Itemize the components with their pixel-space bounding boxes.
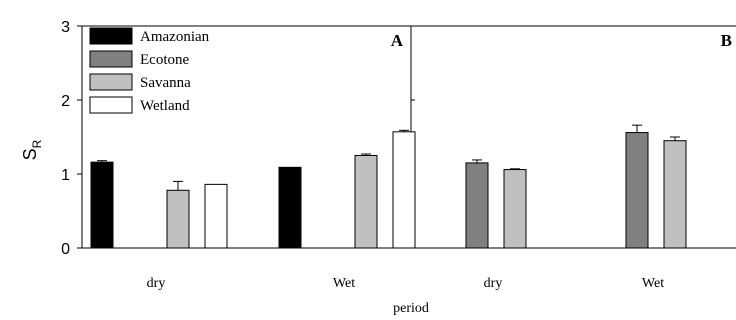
y-axis-label-main: S <box>20 148 40 160</box>
x-axis-label: period <box>393 301 429 316</box>
legend: Amazonian Ecotone Savanna Wetland <box>89 27 210 114</box>
bar <box>278 166 302 249</box>
bars <box>90 124 687 249</box>
legend-label: Savanna <box>140 75 191 91</box>
bar <box>90 161 114 249</box>
y-tick-label: 3 <box>61 19 70 36</box>
bar <box>465 162 489 249</box>
y-tick-label: 2 <box>61 93 70 110</box>
bar <box>625 132 649 249</box>
y-axis-label-sub: R <box>30 139 44 148</box>
legend-swatch <box>89 27 133 45</box>
x-tick-label: Wet <box>333 276 355 291</box>
legend-label: Wetland <box>140 98 190 114</box>
y-tick-label: 0 <box>61 241 70 258</box>
x-tick-label: dry <box>147 276 166 291</box>
bar <box>392 131 416 249</box>
legend-swatch <box>89 50 133 68</box>
legend-label: Amazonian <box>140 29 210 45</box>
x-tick-label: dry <box>484 276 503 291</box>
x-tick-label: Wet <box>642 276 664 291</box>
legend-label: Ecotone <box>140 52 189 68</box>
panel-label: A <box>391 31 404 50</box>
panel-label: B <box>721 31 732 50</box>
y-tick-label: 1 <box>61 167 70 184</box>
y-axis-label: SR <box>20 139 44 160</box>
legend-swatch <box>89 96 133 114</box>
bar <box>354 155 378 249</box>
bar <box>663 140 687 249</box>
bar <box>166 189 190 249</box>
legend-swatch <box>89 73 133 91</box>
bar <box>204 183 228 249</box>
bar <box>503 169 527 249</box>
